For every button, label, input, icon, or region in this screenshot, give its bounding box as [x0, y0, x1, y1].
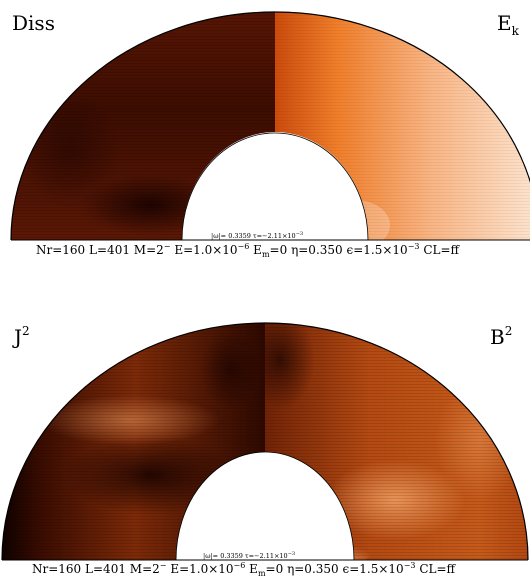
outer-boundary [1, 322, 529, 561]
label-j2: J2 [12, 324, 30, 349]
label-b2: B2 [490, 324, 512, 349]
label-ek: Ek [497, 11, 520, 38]
panel-dissipation-energy: Diss Ek |ω|= 0.3359 τ=−2.11×10−3 Nr=160 … [10, 11, 530, 259]
inner-boundary [181, 132, 369, 241]
panel-current-magnetic: J2 B2 |ω|= 0.3359 τ=−2.11×10−3 Nr=160 L=… [1, 322, 529, 577]
params-small: |ω|= 0.3359 τ=−2.11×10−3 [211, 231, 303, 240]
params-line: Nr=160 L=401 M=2− E=1.0×10−6 Em=0 η=0.35… [32, 561, 457, 577]
label-diss: Diss [12, 11, 55, 35]
params-line: Nr=160 L=401 M=2− E=1.0×10−6 Em=0 η=0.35… [36, 242, 461, 259]
inner-boundary [175, 451, 355, 561]
params-small: |ω|= 0.3359 τ=−2.11×10−3 [203, 551, 295, 560]
outer-boundary [10, 11, 530, 241]
